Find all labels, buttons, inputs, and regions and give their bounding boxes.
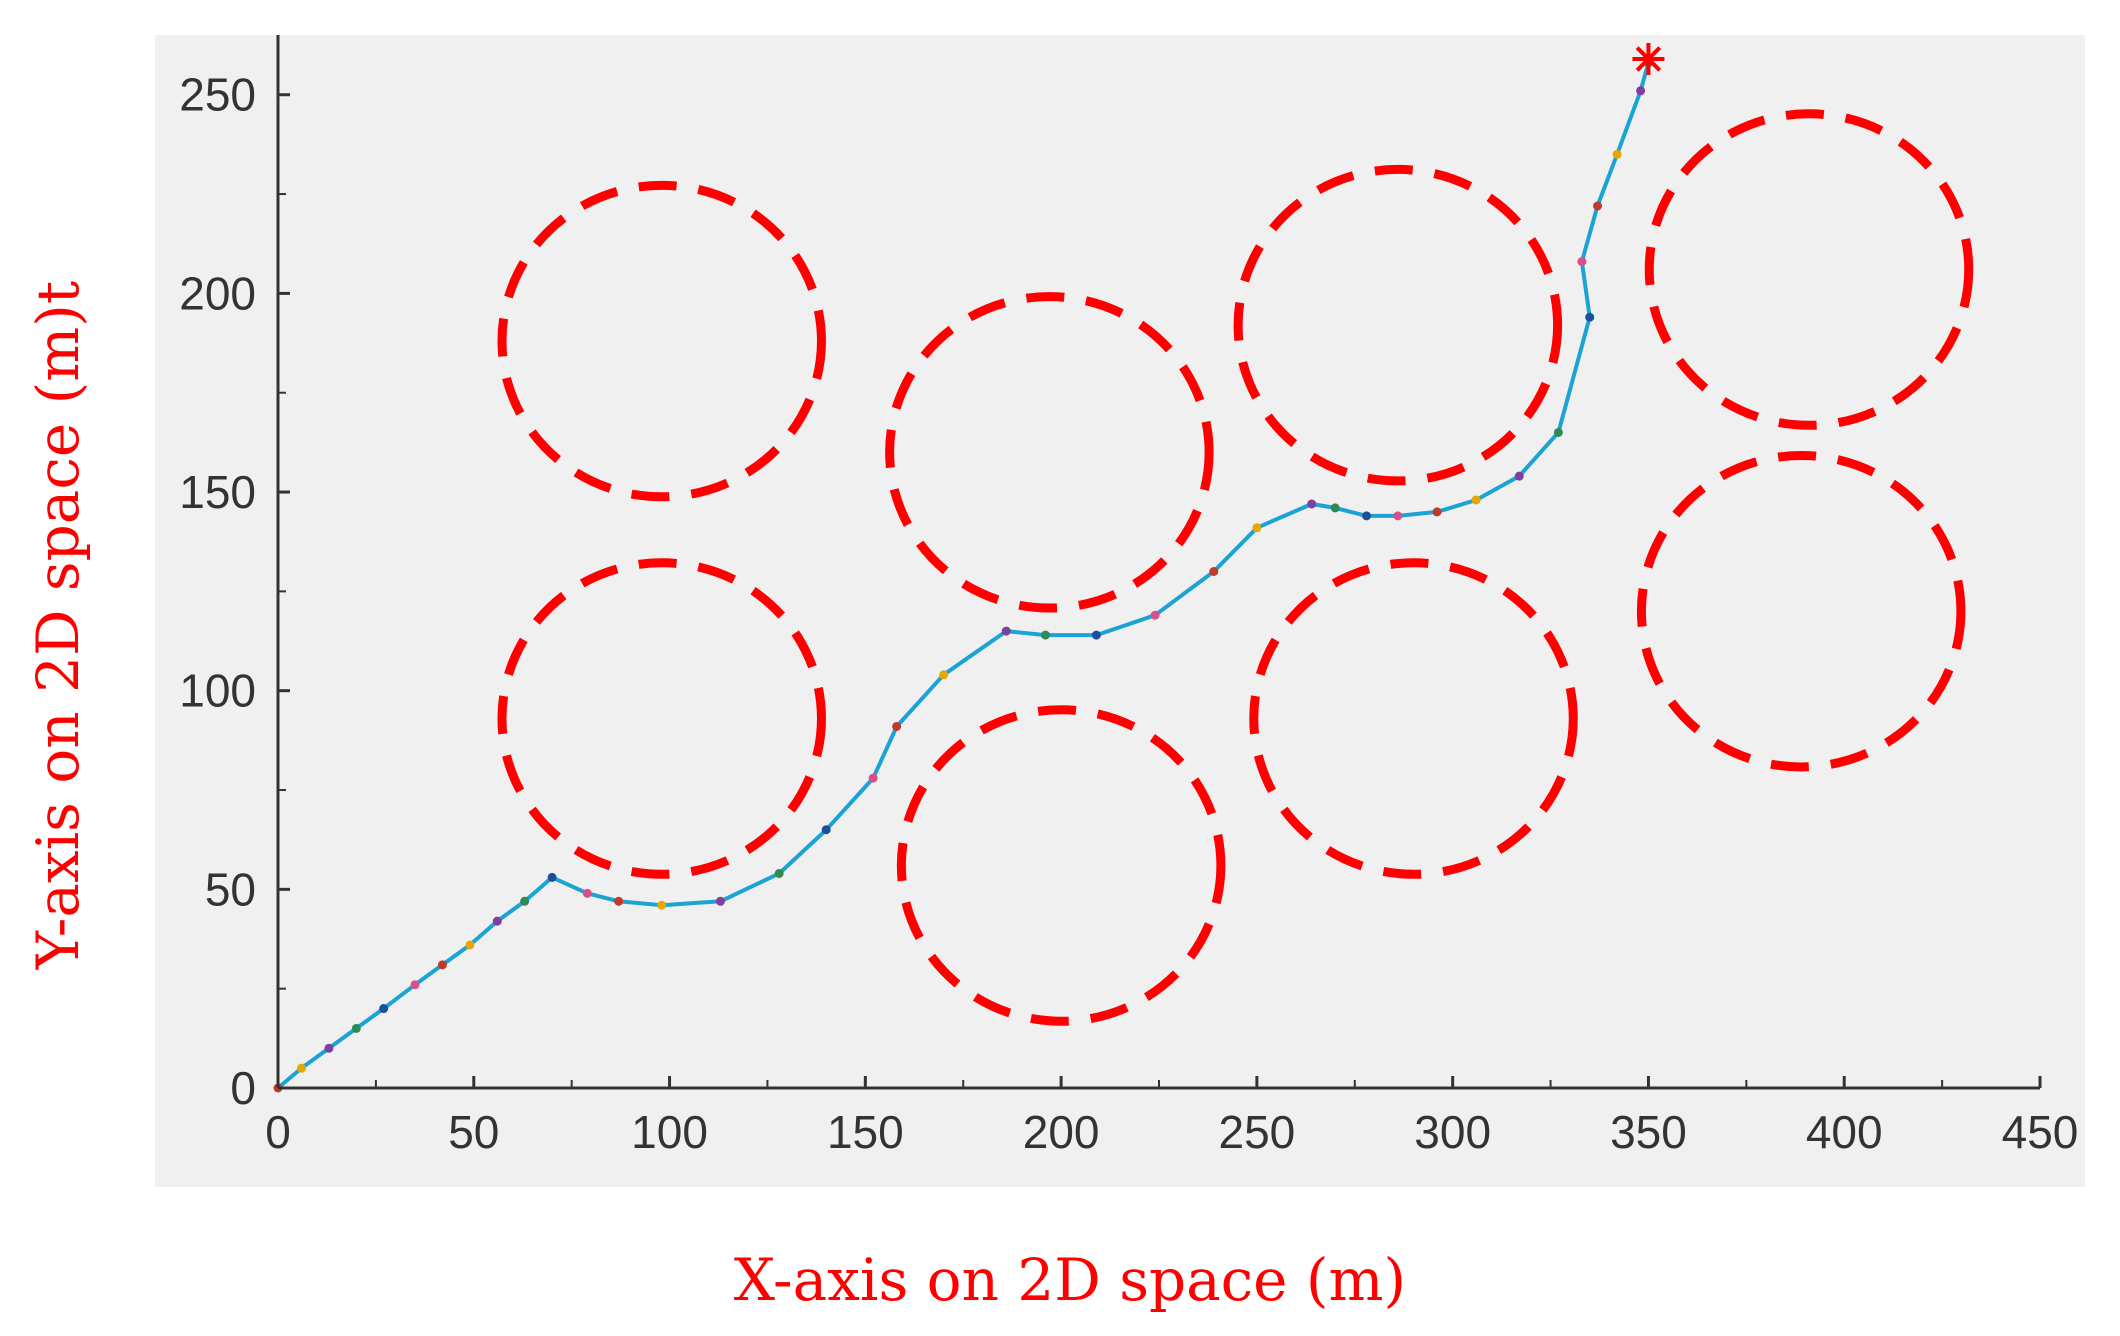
obstacle-circles — [497, 109, 1974, 1026]
x-tick-label: 150 — [827, 1106, 904, 1158]
path-point — [657, 900, 667, 910]
path-point — [1432, 507, 1442, 517]
path-point — [296, 1063, 306, 1073]
y-tick-label: 50 — [205, 863, 256, 915]
path-point — [410, 980, 420, 990]
path-point — [1209, 567, 1219, 576]
path-point — [892, 721, 902, 731]
target-asterisk-stroke — [1635, 46, 1662, 72]
obstacle-circle — [1636, 450, 1966, 772]
y-tick-label: 0 — [230, 1062, 256, 1114]
path-point — [715, 896, 725, 906]
path-point — [1091, 630, 1101, 640]
path-point — [821, 825, 831, 835]
target-marker — [1632, 42, 1665, 75]
path-point — [1593, 201, 1603, 211]
path-point — [1612, 149, 1622, 159]
path-point — [351, 1023, 361, 1033]
path-point — [1040, 630, 1050, 640]
x-tick-label: 50 — [448, 1106, 499, 1158]
y-tick-label: 250 — [179, 69, 256, 121]
path-point — [1585, 312, 1595, 322]
path-point — [520, 896, 530, 906]
obstacle-circle — [1233, 164, 1563, 486]
y-axis-label: Y-axis on 2D space (m)t — [24, 281, 92, 970]
plot-background — [155, 35, 2085, 1187]
obstacle-circle — [885, 292, 1214, 613]
path-point — [379, 1004, 389, 1014]
path-point — [1471, 495, 1481, 505]
path-point — [324, 1043, 334, 1053]
obstacle-circle — [497, 558, 826, 879]
path-point — [1252, 523, 1262, 533]
path-point — [492, 916, 502, 926]
path-point — [1636, 86, 1646, 96]
path-point — [939, 670, 949, 680]
y-tick-label: 200 — [179, 267, 256, 319]
x-tick-label: 200 — [1023, 1106, 1100, 1158]
path-point — [1393, 511, 1403, 521]
path-point — [1150, 610, 1160, 620]
path-point — [774, 868, 784, 878]
x-tick-label: 400 — [1806, 1106, 1883, 1158]
y-tick-label: 100 — [179, 665, 256, 717]
path-point — [1362, 511, 1372, 521]
path-point — [465, 940, 475, 950]
path-point — [1553, 427, 1563, 437]
path-point — [547, 872, 557, 882]
x-tick-label: 250 — [1219, 1106, 1296, 1158]
path-point — [1307, 499, 1317, 509]
x-tick-label: 0 — [265, 1106, 291, 1158]
x-axis-label: X-axis on 2D space (m) — [734, 1246, 1406, 1314]
x-tick-label: 300 — [1414, 1106, 1491, 1158]
path-point — [868, 773, 878, 783]
x-tick-label: 350 — [1610, 1106, 1687, 1158]
path-point — [582, 888, 592, 898]
path-point — [614, 896, 624, 906]
path-point — [1001, 626, 1011, 636]
x-tick-label: 450 — [2002, 1106, 2079, 1158]
obstacle-circle — [497, 180, 826, 502]
path-series — [273, 58, 1653, 1093]
path-point — [437, 960, 447, 970]
path-point — [1577, 257, 1587, 267]
path-point — [1514, 471, 1524, 481]
path-line — [276, 62, 1651, 1090]
obstacle-circle — [896, 705, 1226, 1026]
path-point — [1330, 503, 1340, 513]
obstacle-circle — [1249, 558, 1578, 879]
axes: 0 50 100 150 200 250 300 350 400 450 0 50 100 150 200 2… — [179, 35, 2078, 1158]
x-tick-label: 100 — [631, 1106, 708, 1158]
obstacle-circle — [1644, 109, 1974, 430]
y-tick-label: 150 — [179, 466, 256, 518]
